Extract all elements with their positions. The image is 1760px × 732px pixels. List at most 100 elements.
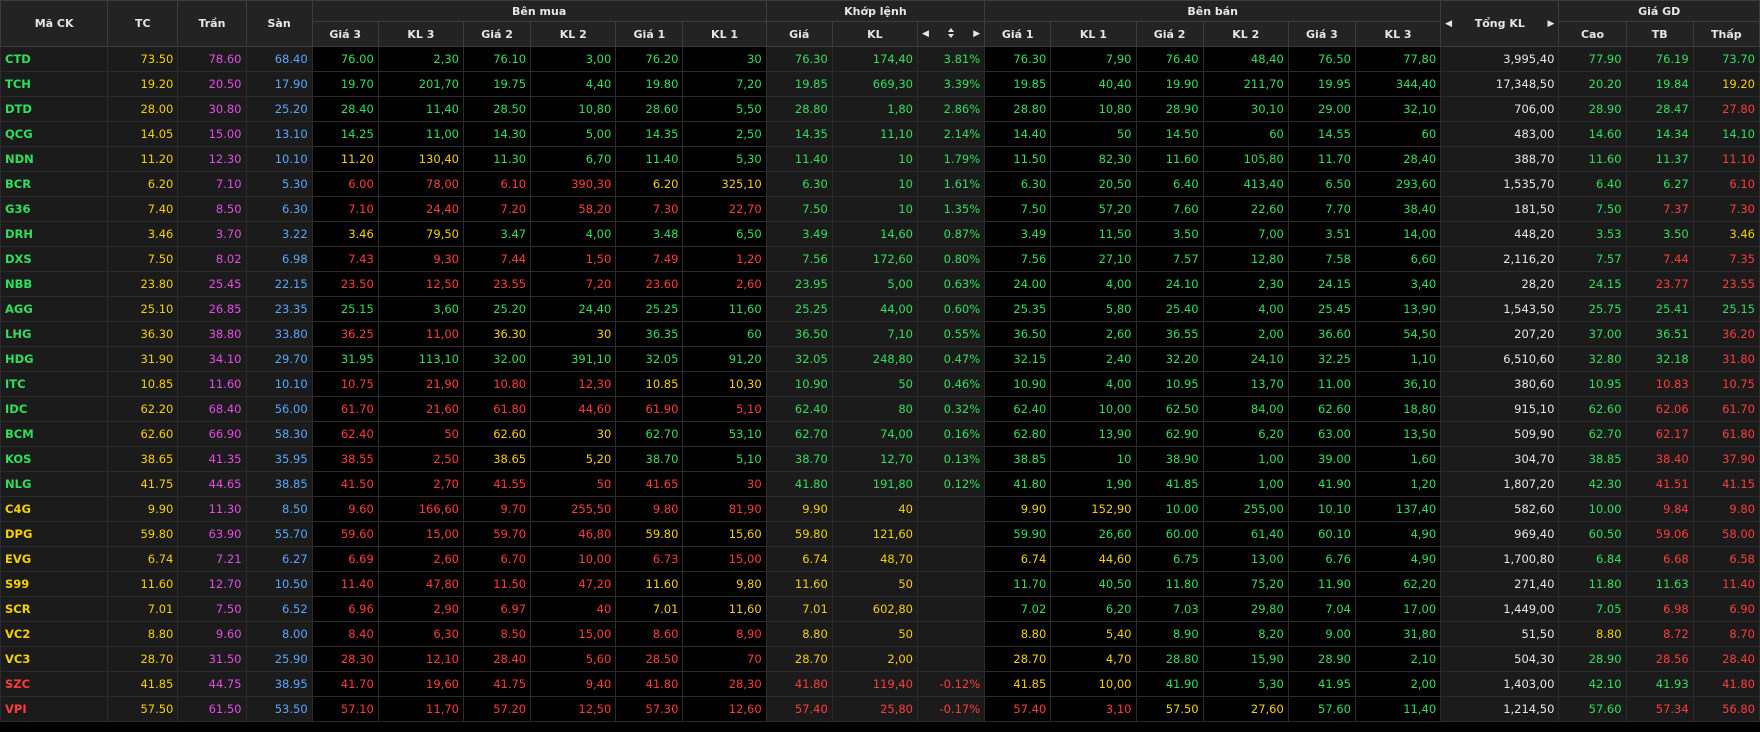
col-header-ask-price-1[interactable]: Giá 1 bbox=[984, 21, 1052, 47]
bid-vol-3: 2,50 bbox=[377, 446, 464, 472]
col-header-match-vol[interactable]: KL bbox=[831, 21, 919, 47]
total-volume: 181,50 bbox=[1440, 196, 1560, 222]
table-row[interactable]: SZC 41.85 44.75 38.95 41.70 19,60 41.75 9,40 41.… bbox=[0, 671, 1760, 697]
stock-code[interactable]: ITC bbox=[0, 371, 109, 397]
table-row[interactable]: DXS 7.50 8.02 6.98 7.43 9,30 7.44 1,50 7.49 1,20 7… bbox=[0, 246, 1760, 272]
table-row[interactable]: VC3 28.70 31.50 25.90 28.30 12,10 28.40 5,60 28.… bbox=[0, 646, 1760, 672]
col-header-code[interactable]: Mã CK bbox=[0, 0, 109, 47]
table-row[interactable]: C4G 9.90 11.30 8.50 9.60 166,60 9.70 255,50 9.80… bbox=[0, 496, 1760, 522]
stock-code[interactable]: BCR bbox=[0, 171, 109, 197]
col-header-bid-price-1[interactable]: Giá 1 bbox=[615, 21, 684, 47]
table-row[interactable]: S99 11.60 12.70 10.50 11.40 47,80 11.50 47,20 11… bbox=[0, 571, 1760, 597]
caret-left-icon[interactable]: ◀ bbox=[1445, 18, 1453, 29]
stock-code[interactable]: IDC bbox=[0, 396, 109, 422]
stock-code[interactable]: NLG bbox=[0, 471, 109, 497]
col-header-avg[interactable]: TB bbox=[1625, 21, 1694, 47]
col-header-ref[interactable]: TC bbox=[107, 0, 179, 47]
ask-price-3: 6.76 bbox=[1287, 546, 1356, 572]
table-row[interactable]: G36 7.40 8.50 6.30 7.10 24,40 7.20 58,20 7.30 22,… bbox=[0, 196, 1760, 222]
table-row[interactable]: ITC 10.85 11.60 10.10 10.75 21,90 10.80 12,30 10… bbox=[0, 371, 1760, 397]
stock-code[interactable]: VC3 bbox=[0, 646, 109, 672]
table-row[interactable]: IDC 62.20 68.40 56.00 61.70 21,60 61.80 44,60 61… bbox=[0, 396, 1760, 422]
match-vol: 669,30 bbox=[831, 71, 919, 97]
avg-price: 62.06 bbox=[1625, 396, 1694, 422]
stock-code[interactable]: DXS bbox=[0, 246, 109, 272]
table-row[interactable]: DRH 3.46 3.70 3.22 3.46 79,50 3.47 4,00 3.48 6,50… bbox=[0, 221, 1760, 247]
table-row[interactable]: LHG 36.30 38.80 33.80 36.25 11,00 36.30 30 36.35… bbox=[0, 321, 1760, 347]
stock-code[interactable]: KOS bbox=[0, 446, 109, 472]
table-row[interactable]: VPI 57.50 61.50 53.50 57.10 11,70 57.20 12,50 57… bbox=[0, 696, 1760, 722]
stock-code[interactable]: TCH bbox=[0, 71, 109, 97]
stock-code[interactable]: DTD bbox=[0, 96, 109, 122]
col-header-ask-vol-2[interactable]: KL 2 bbox=[1202, 21, 1289, 47]
col-header-bid-vol-3[interactable]: KL 3 bbox=[377, 21, 464, 47]
table-row[interactable]: NLG 41.75 44.65 38.85 41.50 2,70 41.55 50 41.65 3… bbox=[0, 471, 1760, 497]
col-header-bid-vol-2[interactable]: KL 2 bbox=[530, 21, 617, 47]
col-header-match-price[interactable]: Giá bbox=[765, 21, 833, 47]
col-header-ask-price-2[interactable]: Giá 2 bbox=[1135, 21, 1204, 47]
col-header-high[interactable]: Cao bbox=[1558, 21, 1627, 47]
high-price: 10.00 bbox=[1558, 496, 1627, 522]
col-header-ask-vol-1[interactable]: KL 1 bbox=[1050, 21, 1137, 47]
table-row[interactable]: DTD 28.00 30.80 25.20 28.40 11,40 28.50 10,80 28… bbox=[0, 96, 1760, 122]
high-price: 32.80 bbox=[1558, 346, 1627, 372]
floor-price: 10.10 bbox=[245, 146, 313, 172]
table-row[interactable]: SCR 7.01 7.50 6.52 6.96 2,90 6.97 40 7.01 11,60 7.… bbox=[0, 596, 1760, 622]
stock-code[interactable]: S99 bbox=[0, 571, 109, 597]
ceil-price: 12.70 bbox=[177, 571, 247, 597]
ask-price-3: 57.60 bbox=[1287, 696, 1356, 722]
stock-code[interactable]: SZC bbox=[0, 671, 109, 697]
ask-vol-2: 7,00 bbox=[1202, 221, 1289, 247]
table-row[interactable]: TCH 19.20 20.50 17.90 19.70 201,70 19.75 4,40 19… bbox=[0, 71, 1760, 97]
caret-left-icon[interactable]: ◀ bbox=[922, 29, 929, 39]
table-row[interactable]: HDG 31.90 34.10 29.70 31.95 113,10 32.00 391,10… bbox=[0, 346, 1760, 372]
table-row[interactable]: VC2 8.80 9.60 8.00 8.40 6,30 8.50 15,00 8.60 8,90… bbox=[0, 621, 1760, 647]
table-row[interactable]: KOS 38.65 41.35 35.95 38.55 2,50 38.65 5,20 38.7… bbox=[0, 446, 1760, 472]
total-volume: 1,403,00 bbox=[1440, 671, 1560, 697]
stock-code[interactable]: AGG bbox=[0, 296, 109, 322]
bid-price-3: 41.70 bbox=[311, 671, 379, 697]
table-row[interactable]: EVG 6.74 7.21 6.27 6.69 2,60 6.70 10,00 6.73 15,0… bbox=[0, 546, 1760, 572]
table-row[interactable]: QCG 14.05 15.00 13.10 14.25 11,00 14.30 5,00 14.… bbox=[0, 121, 1760, 147]
table-row[interactable]: CTD 73.50 78.60 68.40 76.00 2,30 76.10 3,00 76.2… bbox=[0, 46, 1760, 72]
ask-price-1: 25.35 bbox=[984, 296, 1052, 322]
stock-code[interactable]: G36 bbox=[0, 196, 109, 222]
match-price: 8.80 bbox=[765, 621, 833, 647]
col-header-ceil[interactable]: Trần bbox=[177, 0, 247, 47]
stock-code[interactable]: CTD bbox=[0, 46, 109, 72]
col-header-ask-price-3[interactable]: Giá 3 bbox=[1287, 21, 1356, 47]
stock-code[interactable]: LHG bbox=[0, 321, 109, 347]
col-header-bid-vol-1[interactable]: KL 1 bbox=[682, 21, 767, 47]
table-row[interactable]: NDN 11.20 12.30 10.10 11.20 130,40 11.30 6,70 11… bbox=[0, 146, 1760, 172]
stock-code[interactable]: BCM bbox=[0, 421, 109, 447]
col-header-floor[interactable]: Sàn bbox=[245, 0, 313, 47]
stock-code[interactable]: DRH bbox=[0, 221, 109, 247]
table-row[interactable]: BCR 6.20 7.10 5.30 6.00 78,00 6.10 390,30 6.20 32… bbox=[0, 171, 1760, 197]
col-header-ask-vol-3[interactable]: KL 3 bbox=[1354, 21, 1442, 47]
stock-code[interactable]: VC2 bbox=[0, 621, 109, 647]
stock-code[interactable]: NDN bbox=[0, 146, 109, 172]
table-row[interactable]: DPG 59.80 63.90 55.70 59.60 15,00 59.70 46,80 59… bbox=[0, 521, 1760, 547]
stock-code[interactable]: C4G bbox=[0, 496, 109, 522]
col-header-bid-price-2[interactable]: Giá 2 bbox=[462, 21, 532, 47]
table-row[interactable]: AGG 25.10 26.85 23.35 25.15 3,60 25.20 24,40 25.… bbox=[0, 296, 1760, 322]
stock-code[interactable]: HDG bbox=[0, 346, 109, 372]
caret-right-icon[interactable]: ▶ bbox=[973, 29, 981, 39]
stock-code[interactable]: DPG bbox=[0, 521, 109, 547]
stock-code[interactable]: NBB bbox=[0, 271, 109, 297]
stock-code[interactable]: EVG bbox=[0, 546, 109, 572]
table-row[interactable]: NBB 23.80 25.45 22.15 23.50 12,50 23.55 7,20 23.… bbox=[0, 271, 1760, 297]
bid-price-1: 41.80 bbox=[615, 671, 684, 697]
stock-code[interactable]: QCG bbox=[0, 121, 109, 147]
col-header-low[interactable]: Thấp bbox=[1692, 21, 1760, 47]
match-price: 6.74 bbox=[765, 546, 833, 572]
sort-icon[interactable] bbox=[947, 28, 956, 40]
floor-price: 25.90 bbox=[245, 646, 313, 672]
caret-right-icon[interactable]: ▶ bbox=[1547, 18, 1555, 29]
stock-code[interactable]: SCR bbox=[0, 596, 109, 622]
stock-code[interactable]: VPI bbox=[0, 696, 109, 722]
col-header-bid-price-3[interactable]: Giá 3 bbox=[311, 21, 379, 47]
col-header-total: ◀ Tổng KL ▶ bbox=[1440, 0, 1560, 47]
table-row[interactable]: BCM 62.60 66.90 58.30 62.40 50 62.60 30 62.70 53,… bbox=[0, 421, 1760, 447]
ask-price-2: 28.80 bbox=[1135, 646, 1204, 672]
